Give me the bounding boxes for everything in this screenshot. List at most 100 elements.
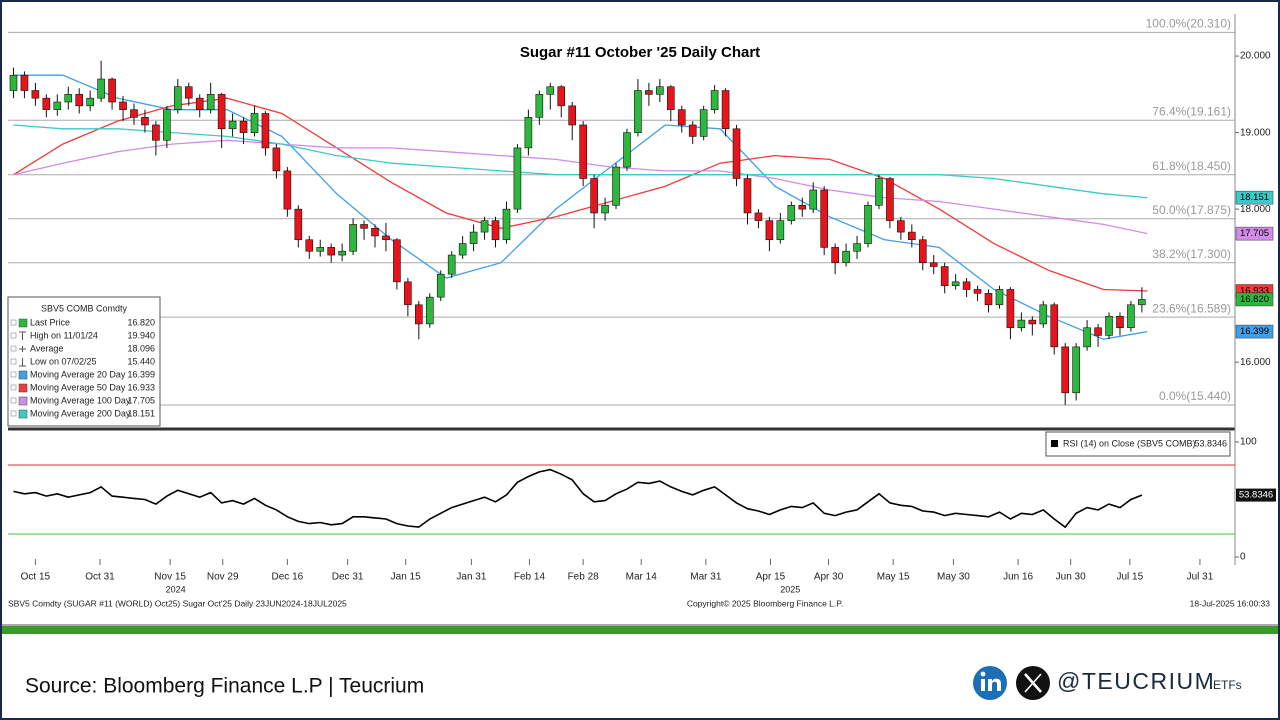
candle-body [513, 147, 522, 210]
legend-expander [10, 410, 17, 417]
candle-body [557, 86, 566, 107]
candle-body [86, 97, 94, 107]
x-tick-label: Jul 15 [1116, 572, 1143, 583]
candle-body [1105, 315, 1113, 336]
candle-body [535, 94, 544, 118]
candle-body [973, 289, 982, 294]
candle-body [787, 205, 796, 221]
source: Source: Bloomberg Finance L.P | Teucrium [25, 675, 424, 698]
candle-body [623, 132, 631, 168]
candle-body [338, 250, 346, 256]
candle-body [436, 273, 445, 298]
candle-body [710, 90, 719, 110]
legend-name: Last Price [30, 317, 70, 327]
year-label: 2024 [166, 584, 186, 594]
candle-body [425, 296, 434, 325]
ma-tag-box [1235, 226, 1274, 241]
linkedin-glyph[interactable] [981, 679, 985, 691]
candle-body [152, 124, 160, 141]
y-tick-label: 18.000 [1240, 204, 1271, 215]
candle-body [721, 90, 730, 130]
candle-body [940, 266, 949, 286]
fib-label: 100.0%(20.310) [1146, 17, 1231, 31]
legend-name: Moving Average 50 Day [30, 382, 126, 392]
rsi-tick-label: 100 [1240, 437, 1257, 448]
legend: SBV5 COMB Comdty Last Price 16.820 High on … [7, 296, 161, 427]
candle-body [239, 120, 248, 133]
x-tick-label: Jul 31 [1187, 572, 1214, 583]
linkedin-glyph[interactable] [980, 671, 986, 677]
x-tick-label: Apr 15 [756, 572, 786, 583]
candle-body [502, 208, 511, 241]
candle-body [491, 220, 500, 241]
candle-body [130, 109, 138, 118]
candle-body [601, 205, 609, 214]
price-panel: 100.0%(20.310) 76.4%(19.161) 61.8%(18.450)… [8, 17, 1271, 406]
candle-body [305, 239, 314, 252]
linkedin-glyph[interactable] [988, 678, 1001, 691]
year-label: 2025 [780, 584, 800, 594]
legend-expander [10, 332, 17, 339]
candle-body [1017, 319, 1026, 329]
candle-body [415, 304, 423, 325]
footer-left: SBV5 Comdty (SUGAR #11 (WORLD) Oct25) Su… [8, 598, 347, 608]
x-glyph[interactable] [1024, 673, 1042, 693]
candle-body [688, 124, 697, 137]
candle-body [853, 243, 861, 252]
candle-body [31, 90, 40, 99]
candle-body [886, 178, 894, 221]
candle-body [984, 293, 993, 306]
legend-glyph [19, 331, 26, 340]
candle-body [20, 74, 29, 91]
candle-body [699, 109, 708, 137]
x-tick-label: Dec 31 [332, 572, 364, 583]
fib-label: 61.8%(18.450) [1152, 159, 1231, 173]
candle-body [765, 220, 774, 241]
candle-body [272, 147, 281, 172]
candle-body [217, 94, 226, 130]
candle-body [261, 113, 270, 149]
chart-title: Sugar #11 October '25 Daily Chart [520, 44, 760, 61]
x-tick-label: Jan 15 [391, 572, 421, 583]
legend-value: 16.933 [127, 382, 155, 392]
candle-body [798, 205, 807, 210]
candle-body [842, 250, 850, 264]
candle-body [294, 208, 303, 241]
legend-name: Low on 07/02/25 [30, 356, 97, 366]
candle-body [579, 124, 587, 179]
x-tick-label: Jan 31 [456, 572, 486, 583]
candle-body [283, 170, 292, 210]
ma-tag: 17.705 [1240, 228, 1269, 239]
candle-body [1083, 327, 1091, 348]
candle-body [677, 109, 686, 126]
candle-body [469, 231, 478, 244]
linkedin-icon[interactable] [973, 666, 1007, 700]
candle-body [897, 220, 905, 233]
fib-label: 0.0%(15.440) [1159, 389, 1231, 403]
rsi-tag: 53.8346 [1239, 490, 1273, 501]
legend-title: SBV5 COMB Comdty [41, 303, 128, 313]
legend-name: Moving Average 20 Day [30, 369, 126, 379]
last-price-tag-box [1235, 292, 1274, 307]
candle-body [875, 178, 883, 206]
candle-body [393, 239, 401, 283]
x-tick-label: May 30 [937, 572, 970, 583]
candle-body [1116, 315, 1124, 329]
brand-handle: @TEUCRIUM [1057, 668, 1215, 694]
candle-body [820, 189, 828, 248]
candle-body [612, 166, 620, 206]
candle-body [53, 101, 62, 110]
x-icon[interactable] [1016, 666, 1050, 700]
candle-body [666, 86, 675, 110]
candle-body [1050, 304, 1059, 348]
x-tick-label: Apr 30 [814, 572, 844, 583]
last-price-tag: 16.820 [1240, 294, 1269, 305]
footer-center: Copyright© 2025 Bloomberg Finance L.P. [687, 598, 843, 608]
candle-body [1138, 299, 1146, 306]
x-tick-label: Jun 16 [1003, 572, 1033, 583]
candle-body [590, 178, 598, 214]
candle-body [1127, 304, 1135, 329]
brand-suffix: ETFs [1213, 678, 1242, 692]
